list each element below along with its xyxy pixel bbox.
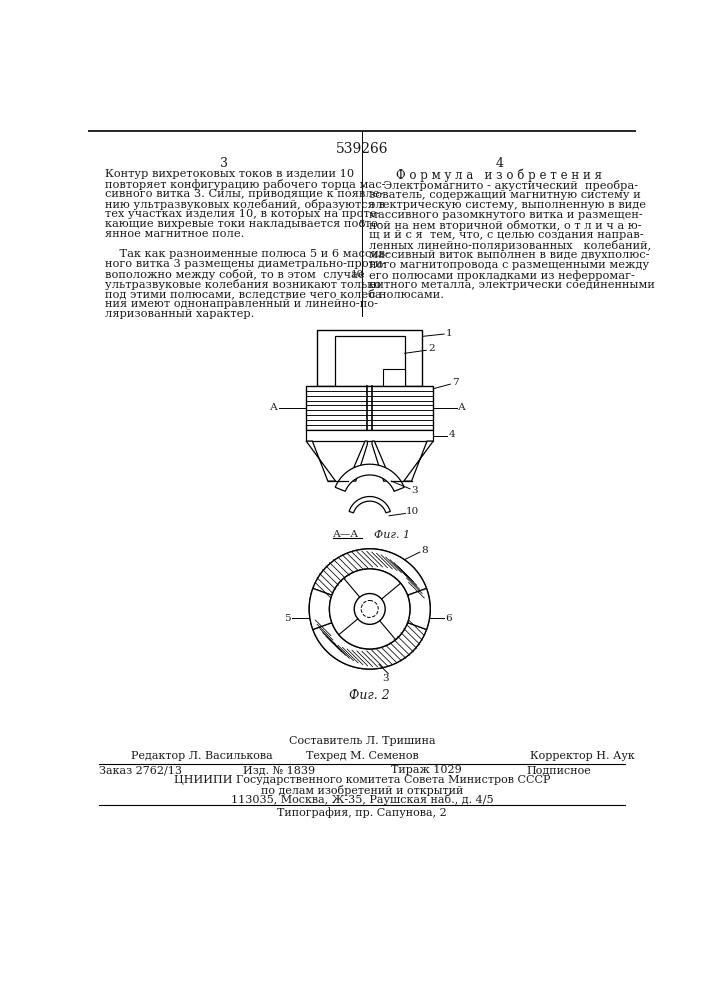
- Text: Ф о р м у л а   и з о б р е т е н и я: Ф о р м у л а и з о б р е т е н и я: [396, 169, 602, 182]
- Text: сивного витка 3. Силы, приводящие к появле-: сивного витка 3. Силы, приводящие к появ…: [105, 189, 384, 199]
- Polygon shape: [313, 549, 426, 595]
- Text: 3: 3: [411, 486, 418, 495]
- Text: Изд. № 1839: Изд. № 1839: [243, 765, 315, 775]
- Polygon shape: [348, 441, 368, 481]
- Text: Типография, пр. Сапунова, 2: Типография, пр. Сапунова, 2: [277, 808, 447, 818]
- Text: ленных линейно-поляризованных   колебаний,: ленных линейно-поляризованных колебаний,: [369, 240, 651, 251]
- Text: ной на нем вторичной обмотки, о т л и ч а ю-: ной на нем вторичной обмотки, о т л и ч …: [369, 220, 641, 231]
- Polygon shape: [372, 441, 392, 481]
- Text: тех участках изделия 10, в которых на проте-: тех участках изделия 10, в которых на пр…: [105, 209, 381, 219]
- Text: массивный виток выполнен в виде двухполюс-: массивный виток выполнен в виде двухполю…: [369, 250, 650, 260]
- Text: Заказ 2762/13: Заказ 2762/13: [99, 765, 182, 775]
- Text: Корректор Н. Аук: Корректор Н. Аук: [530, 751, 635, 761]
- Text: 7: 7: [452, 378, 458, 387]
- Text: кающие вихревые токи накладывается посто-: кающие вихревые токи накладывается посто…: [105, 219, 382, 229]
- Text: 6: 6: [445, 614, 452, 623]
- Text: зователь, содержащий магнитную систему и: зователь, содержащий магнитную систему и: [369, 190, 641, 200]
- Text: ного магнитопровода с размещенными между: ного магнитопровода с размещенными между: [369, 260, 649, 270]
- Text: нитного металла, электрически соединенными: нитного металла, электрически соединенны…: [369, 280, 655, 290]
- Bar: [335, 336, 404, 386]
- Text: воположно между собой, то в этом  случае: воположно между собой, то в этом случае: [105, 269, 365, 280]
- Text: 3: 3: [220, 157, 228, 170]
- Text: Техред М. Семенов: Техред М. Семенов: [305, 751, 419, 761]
- Text: ния имеют однонаправленный и линейно-по-: ния имеют однонаправленный и линейно-по-: [105, 299, 378, 309]
- Circle shape: [361, 600, 378, 617]
- Text: Фиг. 1: Фиг. 1: [373, 530, 409, 540]
- Text: 539266: 539266: [336, 142, 388, 156]
- Bar: [383, 369, 404, 386]
- Text: 1: 1: [445, 329, 452, 338]
- Text: 4: 4: [449, 430, 455, 439]
- Text: 10: 10: [351, 270, 364, 279]
- Polygon shape: [404, 441, 433, 481]
- Bar: [306, 386, 433, 430]
- Text: Тираж 1029: Тираж 1029: [391, 765, 462, 775]
- Text: Подписное: Подписное: [526, 765, 591, 775]
- Polygon shape: [306, 441, 336, 481]
- Text: с полюсами.: с полюсами.: [369, 290, 444, 300]
- Text: по делам изобретений и открытий: по делам изобретений и открытий: [261, 785, 463, 796]
- Polygon shape: [349, 497, 390, 513]
- Text: ного витка 3 размещены диаметрально-проти-: ного витка 3 размещены диаметрально-прот…: [105, 259, 387, 269]
- Text: электрическую систему, выполненную в виде: электрическую систему, выполненную в вид…: [369, 200, 646, 210]
- Text: Контур вихретоковых токов в изделии 10: Контур вихретоковых токов в изделии 10: [105, 169, 354, 179]
- Text: А—А: А—А: [332, 530, 358, 539]
- Polygon shape: [335, 464, 404, 491]
- Text: Редактор Л. Василькова: Редактор Л. Василькова: [131, 751, 273, 761]
- Text: Составитель Л. Тришина: Составитель Л. Тришина: [288, 736, 436, 746]
- Text: Фиг. 2: Фиг. 2: [349, 689, 390, 702]
- Text: А: А: [458, 403, 466, 412]
- Text: 8: 8: [421, 546, 428, 555]
- Text: 4: 4: [495, 157, 503, 170]
- Text: 113035, Москва, Ж-35, Раушская наб., д. 4/5: 113035, Москва, Ж-35, Раушская наб., д. …: [230, 794, 493, 805]
- Text: Электромагнито - акустический  преобра-: Электромагнито - акустический преобра-: [369, 180, 638, 191]
- Circle shape: [309, 549, 430, 669]
- Text: А: А: [269, 403, 277, 412]
- Polygon shape: [309, 588, 332, 629]
- Text: под этими полюсами, вследствие чего колеба-: под этими полюсами, вследствие чего коле…: [105, 289, 386, 299]
- Text: ЦНИИПИ Государственного комитета Совета Министров СССР: ЦНИИПИ Государственного комитета Совета …: [174, 775, 550, 785]
- Circle shape: [329, 569, 410, 649]
- Text: массивного разомкнутого витка и размещен-: массивного разомкнутого витка и размещен…: [369, 210, 643, 220]
- Text: 3: 3: [382, 674, 389, 683]
- Bar: [306, 430, 433, 441]
- Polygon shape: [313, 623, 426, 669]
- Text: ляризованный характер.: ляризованный характер.: [105, 309, 255, 319]
- Text: повторяет конфигурацию рабочего торца мас-: повторяет конфигурацию рабочего торца ма…: [105, 179, 386, 190]
- Circle shape: [354, 594, 385, 624]
- Text: 10: 10: [405, 507, 419, 516]
- Polygon shape: [407, 588, 430, 629]
- Text: Так как разноименные полюса 5 и 6 массив-: Так как разноименные полюса 5 и 6 массив…: [105, 249, 390, 259]
- Text: янное магнитное поле.: янное магнитное поле.: [105, 229, 245, 239]
- Bar: [317, 330, 422, 386]
- Text: 5: 5: [358, 220, 364, 229]
- Text: нию ультразвуковых колебаний, образуются в: нию ультразвуковых колебаний, образуются…: [105, 199, 385, 210]
- Text: его полюсами прокладками из неферромаг-: его полюсами прокладками из неферромаг-: [369, 270, 635, 281]
- Text: 5: 5: [284, 614, 291, 623]
- Text: 2: 2: [428, 344, 434, 353]
- Text: ультразвуковые колебания возникают только: ультразвуковые колебания возникают тольк…: [105, 279, 382, 290]
- Text: щ и й с я  тем, что, с целью создания направ-: щ и й с я тем, что, с целью создания нап…: [369, 230, 643, 240]
